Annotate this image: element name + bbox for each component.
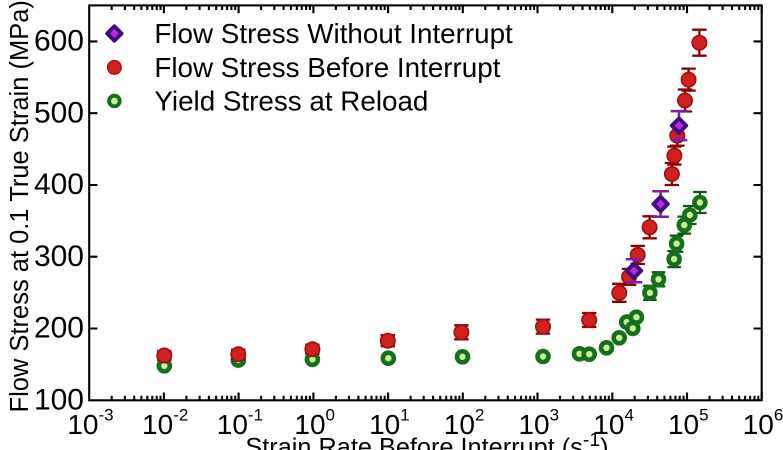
- svg-text:Strain Rate Before Interrupt (: Strain Rate Before Interrupt (s-1): [245, 429, 608, 450]
- svg-text:500: 500: [34, 96, 84, 129]
- svg-text:300: 300: [34, 240, 84, 273]
- svg-text:Flow Stress Without Interrupt: Flow Stress Without Interrupt: [154, 18, 513, 49]
- svg-text:400: 400: [34, 168, 84, 201]
- svg-text:200: 200: [34, 312, 84, 345]
- svg-text:Flow Stress Before Interrupt: Flow Stress Before Interrupt: [154, 52, 500, 83]
- svg-text:600: 600: [34, 25, 84, 58]
- svg-text:103: 103: [518, 405, 559, 439]
- svg-text:Yield Stress at Reload: Yield Stress at Reload: [154, 86, 428, 117]
- svg-text:100: 100: [34, 383, 84, 416]
- svg-text:Flow Stress at 0.1 True Strain: Flow Stress at 0.1 True Strain (MPa): [6, 0, 34, 412]
